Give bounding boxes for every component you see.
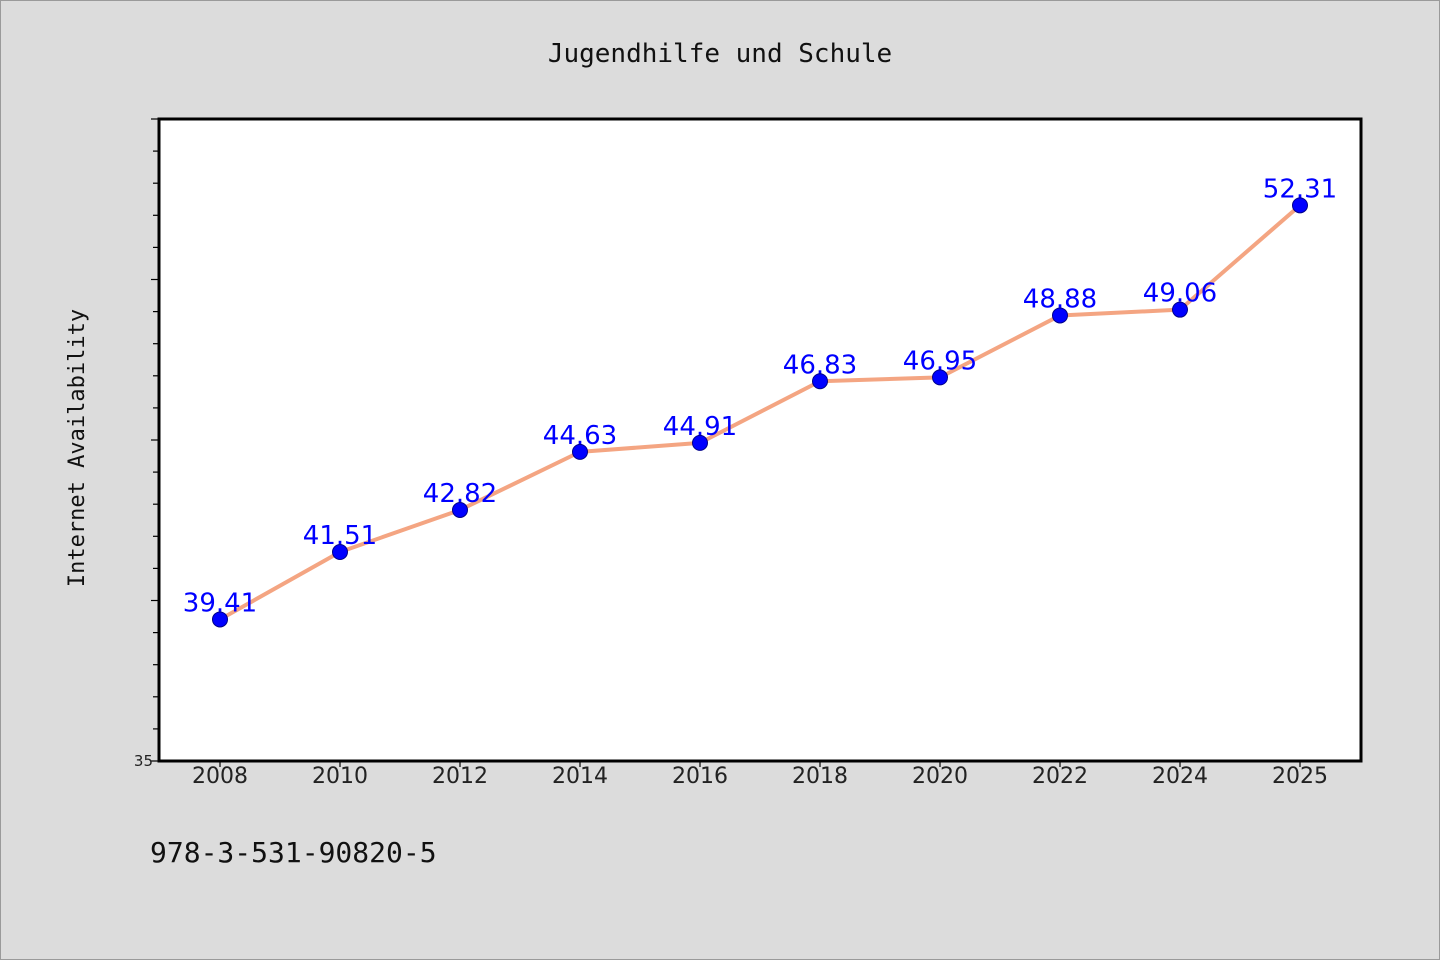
plot-area bbox=[157, 117, 1363, 763]
footnote-isbn: 978-3-531-90820-5 bbox=[150, 836, 437, 869]
x-axis-ticks: 2008 2010 2012 2014 2016 2018 2020 2022 2024 2025 bbox=[192, 761, 1328, 789]
x-tick-label: 2016 bbox=[672, 764, 728, 789]
x-tick-label: 2014 bbox=[552, 764, 608, 789]
x-tick-label: 2012 bbox=[432, 764, 488, 789]
x-tick-label: 2010 bbox=[312, 764, 368, 789]
data-point bbox=[692, 434, 708, 451]
data-point bbox=[452, 501, 468, 518]
data-point bbox=[212, 611, 228, 628]
x-tick-label: 2025 bbox=[1272, 764, 1328, 789]
data-point bbox=[1172, 301, 1188, 318]
chart-title: Jugendhilfe und Schule bbox=[548, 39, 892, 69]
x-tick-label: 2024 bbox=[1152, 764, 1208, 789]
x-tick-label: 2020 bbox=[912, 764, 968, 789]
data-point bbox=[332, 544, 348, 561]
y-tick-label: 35 bbox=[134, 752, 153, 770]
series-line bbox=[219, 203, 1302, 622]
x-tick-label: 2022 bbox=[1032, 764, 1088, 789]
data-point bbox=[1292, 197, 1308, 214]
data-point bbox=[572, 443, 588, 460]
x-tick-label: 2018 bbox=[792, 764, 848, 789]
series-line-group bbox=[219, 203, 1302, 622]
x-tick-label: 2008 bbox=[192, 764, 248, 789]
y-axis-label: Internet Availability bbox=[65, 309, 90, 587]
data-point bbox=[812, 373, 828, 390]
data-point bbox=[932, 369, 948, 386]
y-axis-ticks: 35 bbox=[134, 118, 159, 770]
data-markers bbox=[212, 197, 1308, 628]
data-point bbox=[1052, 307, 1068, 324]
